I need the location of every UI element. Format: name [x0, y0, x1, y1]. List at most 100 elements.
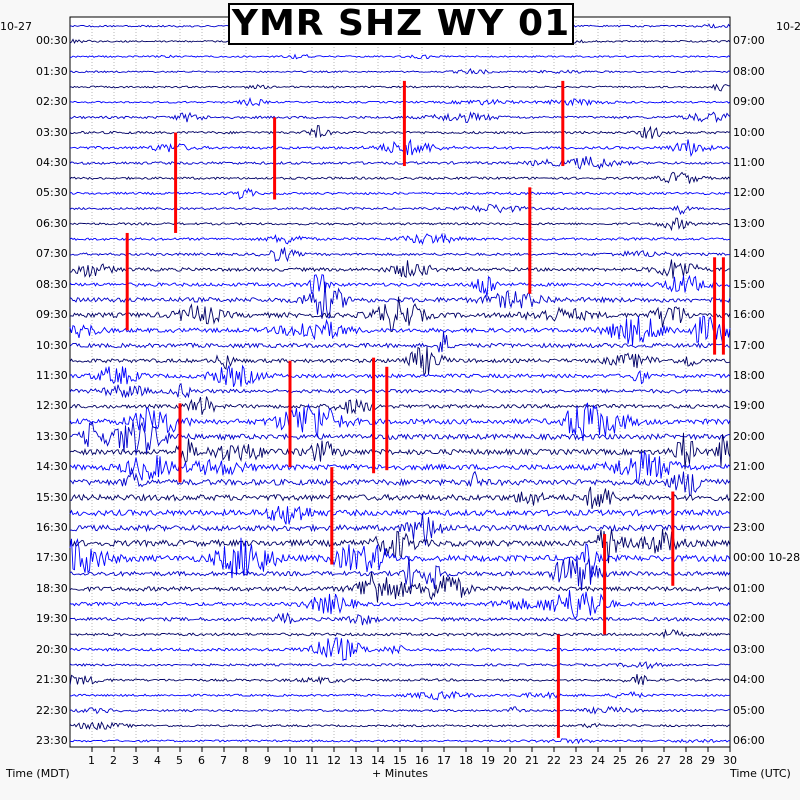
trace-line [69, 156, 731, 170]
right-time-label: 12:00 [733, 186, 765, 200]
left-time-label: 00:30 [36, 34, 68, 48]
x-tick-label: 30 [723, 754, 737, 767]
x-tick-label: 27 [657, 754, 671, 767]
left-time-label: 18:30 [36, 581, 68, 595]
right-time-label: 21:00 [733, 460, 765, 474]
clipped-events [125, 80, 725, 738]
trace-line [69, 203, 731, 216]
right-time-label: 23:00 [733, 521, 765, 534]
x-tick-label: 18 [459, 754, 473, 767]
right-time-label: 18:00 [733, 368, 765, 382]
clipped-event [385, 366, 389, 471]
clipped-event [671, 491, 675, 586]
right-time-label: 00:00 10-28 [733, 551, 800, 565]
left-time-label: 08:30 [36, 277, 68, 291]
x-tick-label: 8 [242, 754, 249, 767]
left-time-label: 16:30 [36, 521, 68, 534]
x-tick-label: 16 [415, 754, 429, 767]
x-tick-label: 19 [481, 754, 495, 767]
clipped-event [528, 187, 532, 294]
right-time-label: 17:00 [733, 338, 765, 352]
right-time-label: 20:00 [733, 429, 765, 443]
left-time-label: 06:30 [36, 216, 68, 230]
left-time-label: 12:30 [36, 399, 68, 413]
left-time-label: 05:30 [36, 186, 68, 200]
trace-line [69, 738, 731, 745]
trace-line [69, 486, 731, 509]
left-axis-label: Time (MDT) [6, 767, 70, 780]
left-time-label: 02:30 [36, 95, 68, 109]
right-time-label: 19:00 [733, 399, 765, 413]
x-tick-label: 6 [198, 754, 205, 767]
trace-line [69, 382, 731, 399]
trace-line [69, 637, 731, 662]
right-date-label: 10-2 [776, 20, 800, 33]
clipped-event [721, 257, 725, 355]
right-time-label: 05:00 [733, 703, 765, 717]
trace-line [69, 97, 731, 107]
trace-line [69, 217, 731, 232]
right-time-label: 01:00 [733, 581, 765, 595]
trace-line [69, 247, 730, 263]
trace-line [69, 705, 731, 715]
trace-line [69, 53, 731, 60]
left-time-label: 01:30 [36, 64, 68, 78]
left-time-label: 03:30 [36, 125, 68, 139]
x-tick-label: 1 [88, 754, 95, 767]
right-time-label: 08:00 [733, 64, 765, 78]
right-time-label: 11:00 [733, 156, 765, 169]
trace-line [70, 612, 731, 626]
trace-line [69, 466, 731, 497]
trace-line [69, 690, 731, 701]
trace-line [69, 661, 731, 670]
trace-line [69, 628, 731, 639]
x-tick-label: 2 [110, 754, 117, 767]
x-tick-label: 15 [393, 754, 407, 767]
trace-line [69, 187, 731, 200]
left-time-label: 15:30 [36, 490, 68, 504]
right-time-label: 13:00 [733, 216, 765, 230]
x-tick-label: 13 [349, 754, 363, 767]
plot-frame [69, 16, 731, 748]
x-tick-label: 23 [569, 754, 583, 767]
x-tick-label: 12 [327, 754, 341, 767]
x-tick-label: 20 [503, 754, 517, 767]
x-tick-label: 11 [305, 754, 319, 767]
x-tick-label: 29 [701, 754, 715, 767]
right-axis-label: Time (UTC) [730, 767, 791, 780]
clipped-event [288, 360, 292, 468]
x-tick-label: 22 [547, 754, 561, 767]
x-axis-label: + Minutes [372, 767, 429, 780]
trace-line [69, 364, 731, 387]
trace-line [69, 721, 731, 731]
trace-line [69, 590, 731, 619]
clipped-event [713, 257, 717, 355]
trace-line [69, 556, 731, 591]
left-time-label: 11:30 [36, 368, 68, 382]
trace-line [69, 315, 731, 346]
right-time-label: 16:00 [733, 308, 765, 322]
clipped-event [556, 634, 560, 738]
trace-line [69, 281, 731, 319]
trace-line [69, 346, 731, 377]
left-time-label: 20:30 [36, 642, 68, 656]
left-time-label: 19:30 [36, 612, 68, 626]
right-time-label: 15:00 [733, 277, 765, 291]
x-tick-label: 21 [525, 754, 539, 767]
trace-line [69, 528, 731, 564]
trace-line [69, 138, 731, 158]
right-time-label: 02:00 [733, 612, 765, 626]
x-tick-label: 24 [591, 754, 605, 767]
x-tick-label: 14 [371, 754, 385, 767]
trace-line [69, 513, 731, 546]
left-time-label: 09:30 [36, 308, 68, 322]
right-time-label: 04:00 [733, 673, 765, 687]
x-tick-label: 25 [613, 754, 627, 767]
x-tick-label: 7 [220, 754, 227, 767]
clipped-event [561, 80, 565, 167]
clipped-event [603, 534, 607, 635]
clipped-event [402, 80, 406, 167]
right-time-label: 22:00 [733, 490, 765, 504]
clipped-event [178, 403, 182, 483]
